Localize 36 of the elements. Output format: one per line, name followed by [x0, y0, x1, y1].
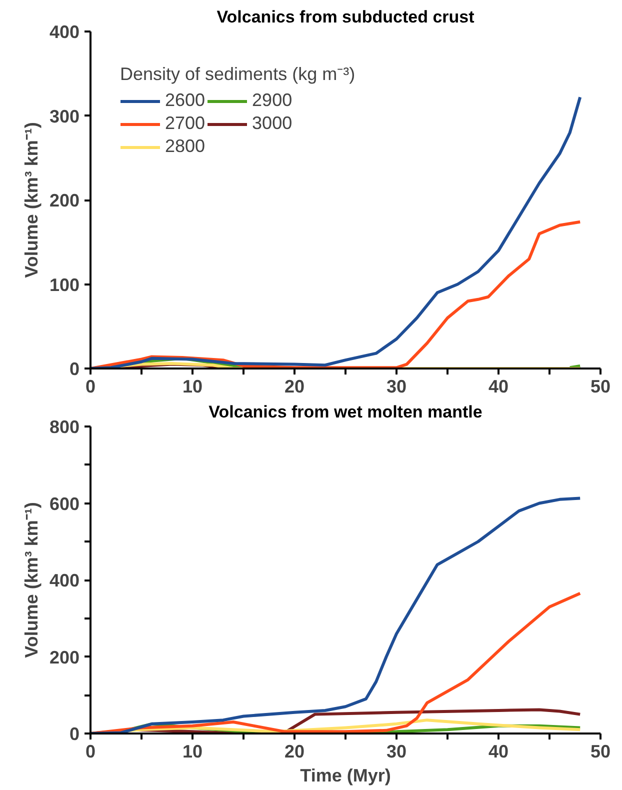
x-tick-label: 20 — [284, 376, 305, 396]
y-tick-label: 0 — [69, 359, 80, 379]
y-tick-label: 0 — [69, 724, 80, 744]
y-tick-label: 400 — [49, 22, 80, 42]
legend-label: 2800 — [165, 136, 206, 157]
x-axis-title: Time (Myr) — [300, 766, 391, 786]
x-tick-label: 50 — [590, 376, 611, 396]
x-tick-label: 10 — [182, 376, 203, 396]
line-series — [90, 496, 582, 734]
y-axis-title: Volume (km³ km⁻¹) — [21, 502, 42, 658]
y-tick-label: 100 — [49, 274, 80, 295]
x-tick-label: 50 — [590, 742, 611, 762]
x-tick-label: 10 — [182, 742, 203, 762]
y-tick-label: 400 — [49, 570, 80, 590]
x-tick-label: 30 — [386, 376, 407, 396]
x-tick-label: 30 — [386, 742, 407, 762]
line-series — [90, 220, 582, 368]
x-tick-label: 0 — [85, 742, 96, 762]
legend-label: 2600 — [165, 90, 206, 111]
legend-label: 3000 — [252, 113, 292, 134]
x-tick-label: 40 — [488, 376, 509, 396]
legend-label: 2900 — [252, 90, 292, 111]
legend-title: Density of sediments (kg m⁻³) — [120, 63, 356, 85]
y-tick-label: 300 — [49, 106, 80, 126]
x-tick-label: 20 — [284, 742, 305, 762]
line-series — [90, 592, 582, 734]
y-tick-label: 800 — [49, 417, 80, 437]
y-tick-label: 200 — [49, 190, 80, 210]
x-tick-label: 0 — [85, 376, 96, 396]
legend-label: 2700 — [165, 113, 206, 134]
x-tick-label: 40 — [488, 742, 509, 762]
chart-title: Volcanics from wet molten mantle — [208, 402, 482, 422]
y-axis-title: Volume (km³ km⁻¹) — [21, 122, 42, 278]
chart-title: Volcanics from subducted crust — [216, 8, 475, 26]
y-tick-label: 600 — [49, 494, 80, 514]
y-tick-label: 200 — [49, 647, 80, 668]
